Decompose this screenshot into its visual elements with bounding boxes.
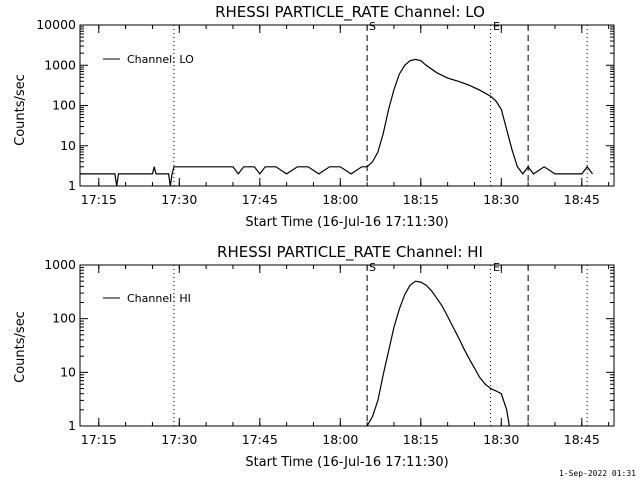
panel-hi: RHESSI PARTICLE_RATE Channel: HI Counts/… bbox=[13, 243, 615, 470]
y-axis-label: Counts/sec bbox=[13, 311, 28, 383]
x-tick-label: 17:30 bbox=[161, 192, 197, 207]
x-tick-label: 17:15 bbox=[81, 192, 117, 207]
series-line bbox=[80, 58, 593, 187]
axis-ticks: 17:15 17:30 17:45 18:00 18:15 18:30 18:45 1 10 10… bbox=[36, 17, 614, 207]
timestamp: 1-Sep-2022 01:31 bbox=[559, 469, 636, 478]
y-tick-label: 10 bbox=[60, 364, 76, 379]
x-tick-label: 18:30 bbox=[483, 192, 519, 207]
x-axis-label: Start Time (16-Jul-16 17:11:30) bbox=[245, 215, 448, 230]
y-tick-label: 1 bbox=[68, 178, 76, 193]
legend: Channel: HI bbox=[103, 292, 191, 305]
panel-title: RHESSI PARTICLE_RATE Channel: LO bbox=[215, 3, 485, 22]
y-tick-label: 10 bbox=[60, 138, 76, 153]
axis-ticks: 17:15 17:30 17:45 18:00 18:15 18:30 18:45 1 10 10… bbox=[44, 257, 614, 447]
x-axis-label: Start Time (16-Jul-16 17:11:30) bbox=[245, 455, 448, 470]
x-tick-label: 18:30 bbox=[483, 432, 519, 447]
series-line bbox=[366, 280, 510, 427]
y-tick-label: 1 bbox=[68, 418, 76, 433]
panel-title: RHESSI PARTICLE_RATE Channel: HI bbox=[217, 243, 483, 262]
x-tick-label: 17:45 bbox=[242, 432, 278, 447]
time-markers bbox=[173, 25, 588, 186]
y-tick-label: 10000 bbox=[36, 17, 76, 32]
end-marker-label: E bbox=[493, 20, 500, 33]
y-tick-label: 1000 bbox=[44, 257, 76, 272]
time-markers bbox=[173, 265, 588, 426]
series-lines bbox=[366, 280, 510, 427]
x-tick-label: 18:00 bbox=[322, 432, 358, 447]
x-tick-label: 18:15 bbox=[403, 432, 439, 447]
y-tick-label: 100 bbox=[52, 311, 76, 326]
legend-label: Channel: HI bbox=[127, 292, 191, 305]
x-tick-label: 18:45 bbox=[564, 432, 600, 447]
legend-label: Channel: LO bbox=[127, 53, 194, 66]
end-marker-label: E bbox=[493, 261, 500, 274]
legend: Channel: LO bbox=[103, 53, 194, 66]
plot-frame bbox=[79, 24, 615, 187]
y-axis-label: Counts/sec bbox=[13, 74, 28, 146]
plot-frame bbox=[79, 264, 615, 427]
x-tick-label: 18:45 bbox=[564, 192, 600, 207]
start-marker-label: S bbox=[369, 261, 376, 274]
x-tick-label: 17:30 bbox=[161, 432, 197, 447]
x-tick-label: 18:00 bbox=[322, 192, 358, 207]
start-marker-label: S bbox=[369, 20, 376, 33]
y-tick-label: 100 bbox=[52, 98, 76, 113]
x-tick-label: 17:45 bbox=[242, 192, 278, 207]
panel-lo: RHESSI PARTICLE_RATE Channel: LO Counts/… bbox=[13, 3, 615, 230]
y-tick-label: 1000 bbox=[44, 57, 76, 72]
x-tick-label: 17:15 bbox=[81, 432, 117, 447]
series-lines bbox=[80, 58, 593, 187]
x-tick-label: 18:15 bbox=[403, 192, 439, 207]
